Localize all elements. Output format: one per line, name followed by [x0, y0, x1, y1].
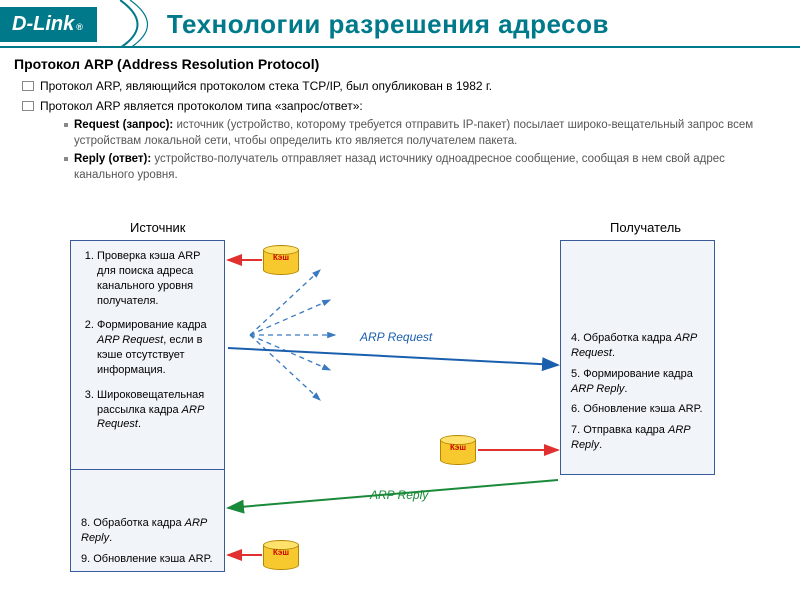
bullet-1: Протокол ARP, являющийся протоколом стек…	[22, 78, 786, 94]
dst-step-5: 5. Формирование кадра ARP Reply.	[571, 367, 704, 397]
src-step-3: Широковещательная рассылка кадра ARP Req…	[97, 388, 214, 433]
dst-step-4: 4. Обработка кадра ARP Request.	[571, 331, 704, 361]
s3c: .	[138, 418, 141, 430]
bullet-2-text: Протокол ARP является протоколом типа «з…	[40, 99, 363, 113]
bullet-list: Протокол ARP, являющийся протоколом стек…	[14, 78, 786, 183]
arp-reply-label: ARP Reply	[370, 488, 428, 502]
inner-reply: Reply (ответ): устройство-получатель отп…	[64, 152, 786, 183]
logo-text: D-Link	[12, 13, 74, 36]
header-underline	[0, 46, 800, 48]
inner-list: Request (запрос): источник (устройство, …	[40, 118, 786, 183]
cache-label-3: Кэш	[263, 548, 299, 557]
dst-step-7: 7. Отправка кадра ARP Reply.	[571, 423, 704, 453]
src-step-2: Формирование кадра ARP Request, если в к…	[97, 318, 214, 377]
dest-box: 4. Обработка кадра ARP Request. 5. Форми…	[560, 240, 715, 475]
logo: D-Link ®	[0, 7, 97, 42]
s2a: Формирование кадра	[97, 319, 207, 331]
reply-bold: Reply (ответ):	[74, 153, 151, 165]
reply-text: устройство-получатель отправляет назад и…	[74, 153, 725, 181]
source-box-top: Проверка кэша ARP для поиска адреса кана…	[70, 240, 225, 470]
diagram: Источник Получатель Проверка кэша ARP дл…	[0, 220, 800, 600]
subtitle: Протокол ARP (Address Resolution Protoco…	[14, 56, 786, 72]
src-step-9: 9. Обновление кэша ARP.	[81, 552, 214, 567]
logo-registered: ®	[76, 22, 83, 32]
cache-label-2: Кэш	[440, 443, 476, 452]
source-box-gap	[70, 470, 225, 508]
d7a: 7. Отправка кадра	[571, 424, 668, 436]
cache-icon-1: Кэш	[263, 245, 299, 275]
source-box-bottom: 8. Обработка кадра ARP Reply. 9. Обновле…	[70, 508, 225, 572]
source-steps-ol: Проверка кэша ARP для поиска адреса кана…	[81, 249, 214, 432]
d5c: .	[624, 383, 627, 395]
s8c: .	[109, 532, 112, 544]
page-title: Технологии разрешения адресов	[167, 9, 609, 40]
cache-icon-3: Кэш	[263, 540, 299, 570]
d4c: .	[612, 347, 615, 359]
d5a: 5. Формирование кадра	[571, 368, 693, 380]
dst-step-6: 6. Обновление кэша ARP.	[571, 402, 704, 417]
dest-label: Получатель	[610, 220, 681, 235]
arp-request-label: ARP Request	[360, 330, 432, 344]
d4a: 4. Обработка кадра	[571, 332, 675, 344]
header: D-Link ® Технологии разрешения адресов	[0, 0, 800, 48]
src-step-1: Проверка кэша ARP для поиска адреса кана…	[97, 249, 214, 308]
request-bold: Request (запрос):	[74, 119, 173, 131]
cache-label-1: Кэш	[263, 253, 299, 262]
d7c: .	[599, 439, 602, 451]
src-step-8: 8. Обработка кадра ARP Reply.	[81, 516, 214, 546]
inner-request: Request (запрос): источник (устройство, …	[64, 118, 786, 149]
s2b: ARP Request	[97, 334, 163, 346]
bullet-2: Протокол ARP является протоколом типа «з…	[22, 98, 786, 183]
s8a: 8. Обработка кадра	[81, 517, 185, 529]
source-label: Источник	[130, 220, 186, 235]
d5b: ARP Reply	[571, 383, 624, 395]
content: Протокол ARP (Address Resolution Protoco…	[0, 48, 800, 183]
request-text: источник (устройство, которому требуется…	[74, 119, 753, 147]
cache-icon-2: Кэш	[440, 435, 476, 465]
